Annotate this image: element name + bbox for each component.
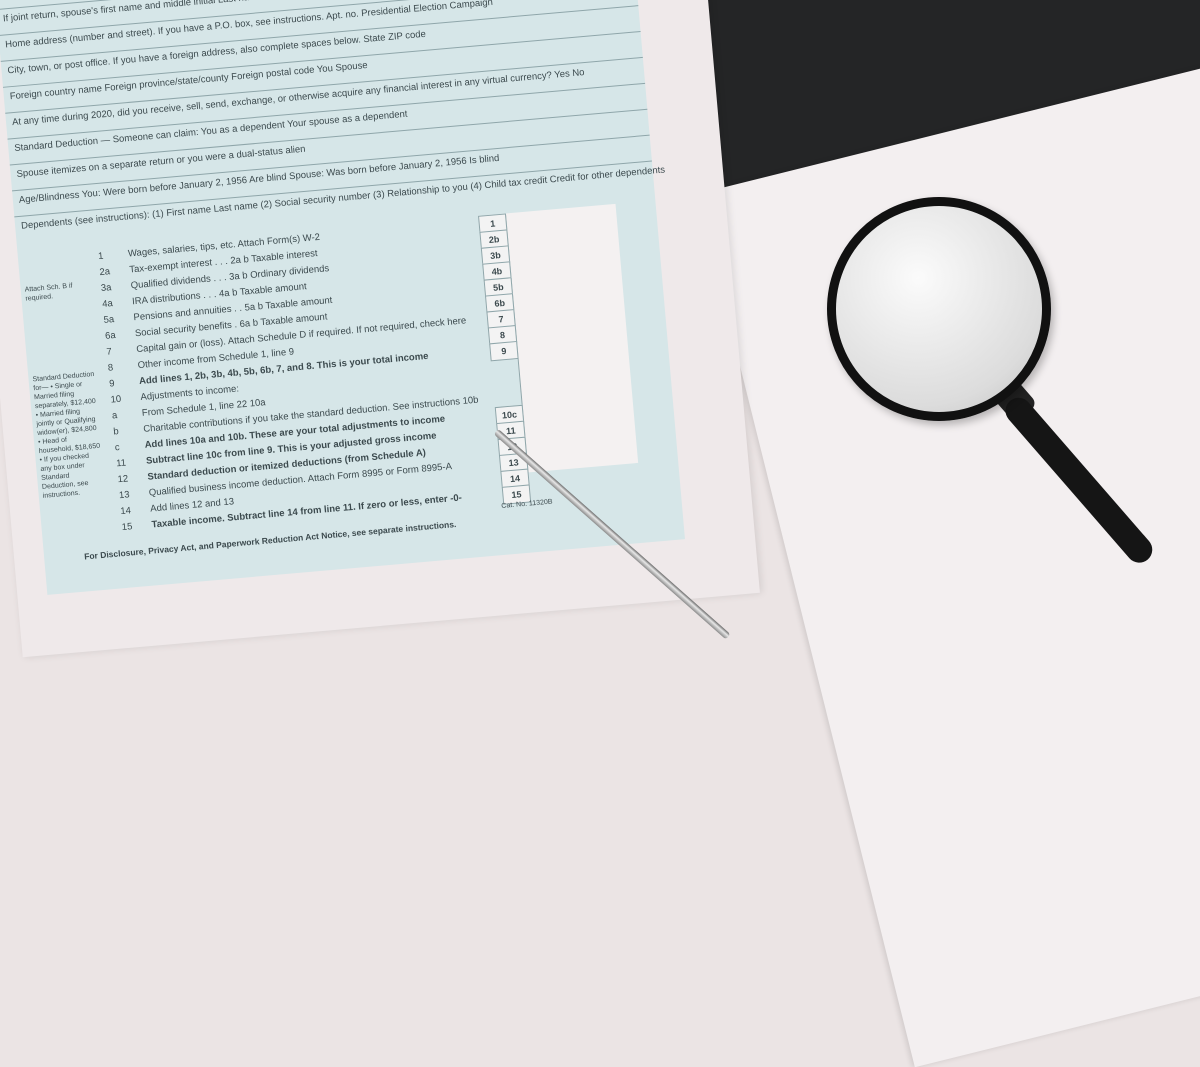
line-number: 14 (119, 505, 132, 518)
line-number: 5a (103, 314, 115, 326)
line-number: 11 (115, 457, 127, 470)
line-number: 1 (97, 250, 104, 263)
line-number: 12 (117, 473, 129, 486)
line-number: 7 (106, 346, 113, 358)
standard-deduction-note: Standard Deduction for— • Single or Marr… (32, 370, 101, 500)
magnifying-glass-lens (827, 197, 1051, 421)
line-number: 13 (118, 489, 131, 502)
line-number: 8 (107, 362, 114, 374)
line-number: b (112, 426, 120, 438)
line-number: 6a (104, 329, 117, 342)
line-number: c (114, 442, 121, 454)
line-number: 4a (101, 298, 114, 310)
line-number: a (111, 410, 118, 422)
line-number: 10 (110, 393, 122, 406)
line-number: 9 (108, 378, 116, 390)
line-number: 3a (100, 282, 112, 295)
line-number: 15 (121, 521, 133, 534)
line-number: 2a (99, 266, 111, 279)
